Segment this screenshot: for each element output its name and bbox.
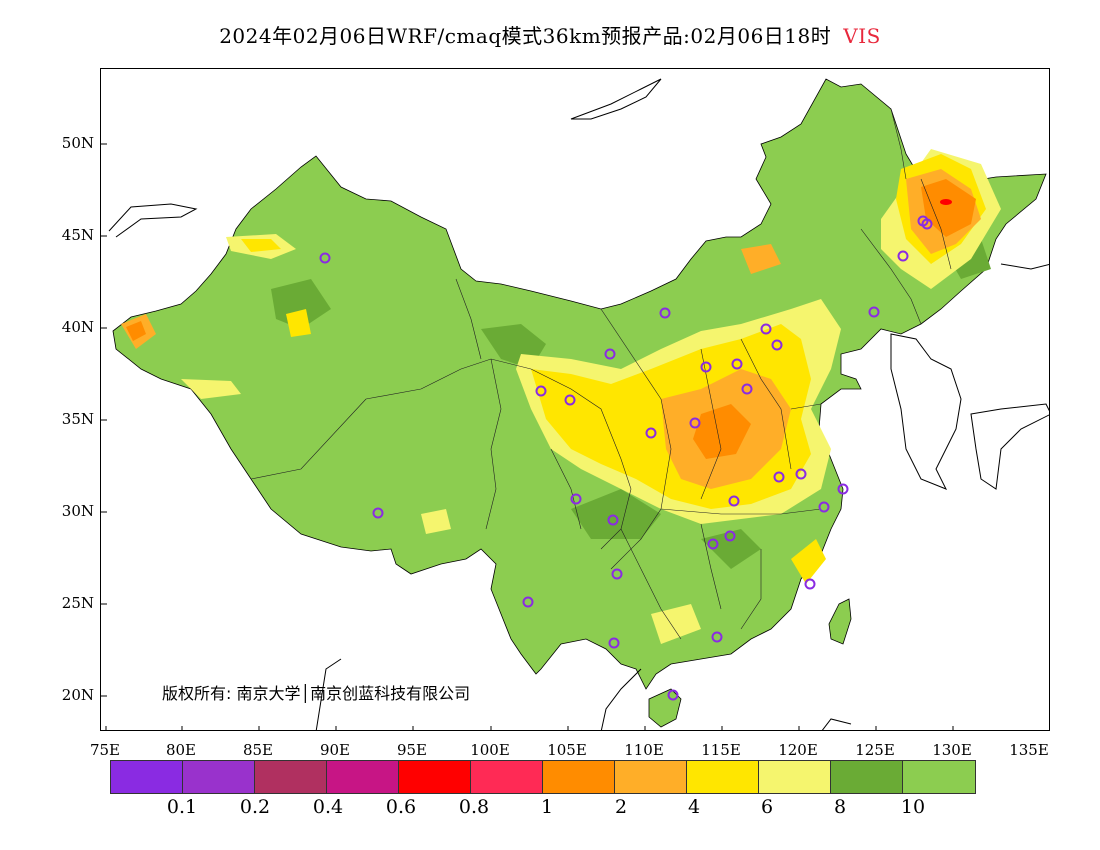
map-canvas <box>101 78 1049 730</box>
legend-tick: 1 <box>540 796 554 818</box>
map-frame[interactable] <box>100 68 1050 731</box>
axis-ticks <box>101 143 954 730</box>
lat-label-45n: 45N <box>61 226 94 244</box>
lon-label-90e: 90E <box>319 741 351 759</box>
lon-label-110e: 110E <box>624 741 664 759</box>
site-marker <box>731 358 743 370</box>
site-marker <box>921 218 933 230</box>
site-marker <box>728 495 740 507</box>
legend-swatch <box>903 761 975 793</box>
lon-label-135e: 135E <box>1009 741 1049 759</box>
site-marker <box>604 348 616 360</box>
lon-label-120e: 120E <box>778 741 818 759</box>
lon-label-80e: 80E <box>165 741 197 759</box>
legend-swatch <box>183 761 255 793</box>
site-marker <box>319 252 331 264</box>
lon-label-95e: 95E <box>396 741 428 759</box>
legend-swatch <box>255 761 327 793</box>
legend-tick: 0.8 <box>458 796 490 818</box>
legend-swatch <box>399 761 471 793</box>
legend-colorbar <box>110 760 976 794</box>
site-marker <box>771 339 783 351</box>
lon-label-130e: 130E <box>932 741 972 759</box>
lon-label-85e: 85E <box>242 741 274 759</box>
site-marker <box>818 501 830 513</box>
site-marker <box>868 306 880 318</box>
site-marker <box>372 507 384 519</box>
title-main: 2024年02月06日WRF/cmaq模式36km预报产品:02月06日18时 <box>219 24 832 48</box>
chart-title: 2024年02月06日WRF/cmaq模式36km预报产品:02月06日18时 V… <box>0 20 1100 49</box>
site-marker <box>645 427 657 439</box>
hainan-island <box>648 688 682 728</box>
lat-label-35n: 35N <box>61 410 94 428</box>
site-marker <box>564 394 576 406</box>
lat-label-30n: 30N <box>61 502 94 520</box>
legend-tick: 0.6 <box>385 796 417 818</box>
site-marker <box>795 468 807 480</box>
legend-swatch <box>615 761 687 793</box>
lat-label-50n: 50N <box>61 134 94 152</box>
site-marker <box>700 361 712 373</box>
site-marker <box>522 596 534 608</box>
site-marker <box>667 689 679 701</box>
legend-tick: 6 <box>760 796 774 818</box>
taiwan-island <box>828 598 852 645</box>
site-marker <box>608 637 620 649</box>
lon-label-115e: 115E <box>701 741 741 759</box>
site-marker <box>711 631 723 643</box>
lon-label-105e: 105E <box>547 741 587 759</box>
site-marker <box>607 514 619 526</box>
site-marker <box>773 471 785 483</box>
lon-label-75e: 75E <box>89 741 121 759</box>
copyright-text: 版权所有: 南京大学│南京创蓝科技有限公司 <box>162 684 471 703</box>
legend-tick: 0.2 <box>239 796 271 818</box>
legend-tick: 8 <box>833 796 847 818</box>
site-markers <box>319 215 933 701</box>
lat-label-40n: 40N <box>61 318 94 336</box>
neighbour-coastlines <box>108 78 1049 730</box>
legend-swatch <box>471 761 543 793</box>
site-marker <box>707 538 719 550</box>
legend-tick: 4 <box>687 796 701 818</box>
province-borders <box>250 108 952 640</box>
site-marker <box>897 250 909 262</box>
legend-tick: 0.1 <box>166 796 198 818</box>
legend-swatch <box>543 761 615 793</box>
lat-label-20n: 20N <box>61 686 94 704</box>
site-marker <box>570 493 582 505</box>
lon-label-100e: 100E <box>470 741 510 759</box>
site-marker <box>837 483 849 495</box>
legend-tick: 10 <box>900 796 926 818</box>
legend-swatch <box>759 761 831 793</box>
legend-swatch <box>687 761 759 793</box>
site-marker <box>659 307 671 319</box>
vis-below-0.8-zone <box>940 199 952 205</box>
lon-label-125e: 125E <box>855 741 895 759</box>
site-marker <box>760 323 772 335</box>
legend-tick: 2 <box>614 796 628 818</box>
site-marker <box>611 568 623 580</box>
title-variable: VIS <box>843 24 881 48</box>
legend-swatch <box>831 761 903 793</box>
legend-tick: 0.4 <box>312 796 344 818</box>
legend-swatch <box>111 761 183 793</box>
legend-swatch <box>327 761 399 793</box>
vis-8-10-zones <box>271 239 991 569</box>
site-marker <box>535 385 547 397</box>
site-marker <box>689 417 701 429</box>
lat-label-25n: 25N <box>61 594 94 612</box>
vis-1-2-zones <box>126 179 976 459</box>
site-marker <box>804 578 816 590</box>
site-marker <box>724 530 736 542</box>
site-marker <box>741 383 753 395</box>
